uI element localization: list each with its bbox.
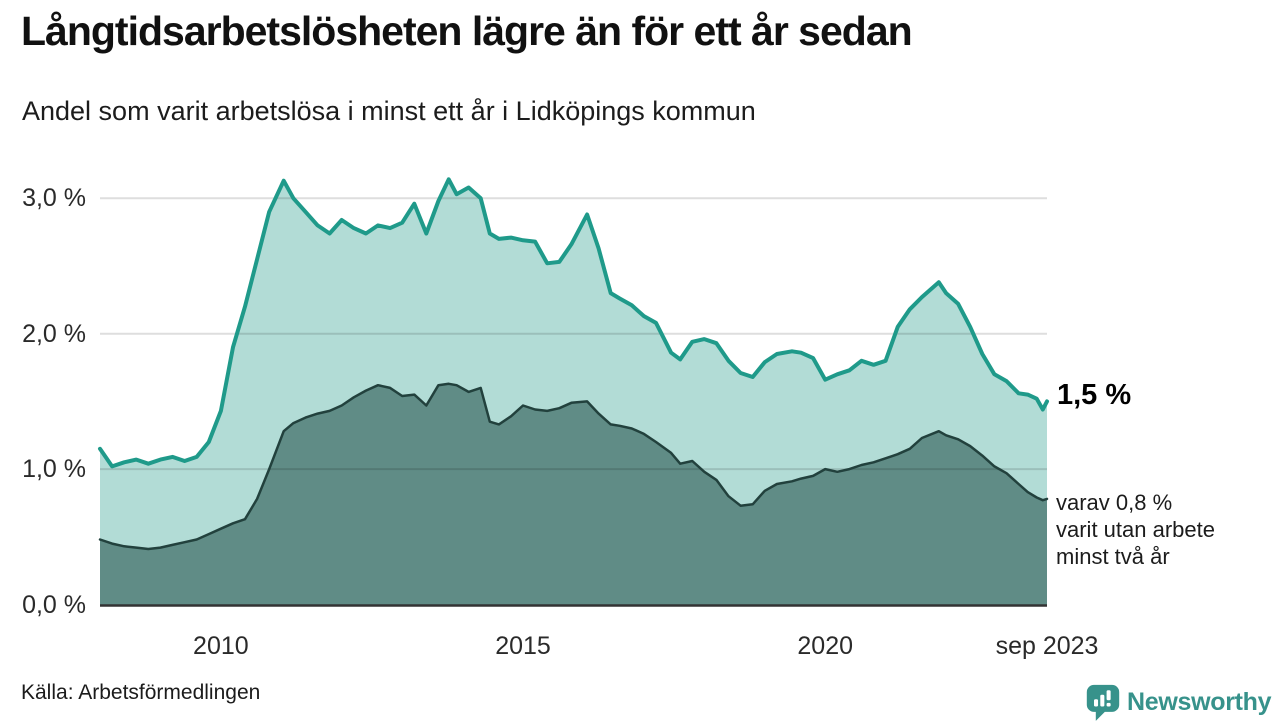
y-tick-label-3: 3,0 % [22,184,86,213]
x-tick-label-2015: 2015 [495,632,551,660]
newsworthy-logo[interactable]: Newsworthy [1085,683,1272,721]
page-subtitle: Andel som varit arbetslösa i minst ett å… [22,96,756,126]
series2-annotation-line2: varit utan arbete [1056,517,1215,542]
y-tick-label-0: 0,0 % [22,590,86,619]
x-tick-label-sep-2023: sep 2023 [995,632,1099,660]
series1-end-value-label: 1,5 % [1057,379,1132,411]
y-tick-label-1: 1,0 % [22,455,86,484]
series2-annotation-line1: varav 0,8 % [1056,490,1173,515]
newsworthy-logo-icon [1086,684,1120,721]
y-tick-label-2: 2,0 % [22,319,86,348]
x-tick-label-2010: 2010 [193,632,249,660]
series2-annotation: varav 0,8 % varit utan arbete minst två … [1056,489,1215,570]
page-title: Långtidsarbetslösheten lägre än för ett … [21,8,913,54]
newsworthy-logo-text: Newsworthy [1127,687,1272,716]
series2-annotation-line3: minst två år [1056,544,1170,569]
source-credit: Källa: Arbetsförmedlingen [21,681,261,704]
x-tick-label-2020: 2020 [797,632,854,660]
